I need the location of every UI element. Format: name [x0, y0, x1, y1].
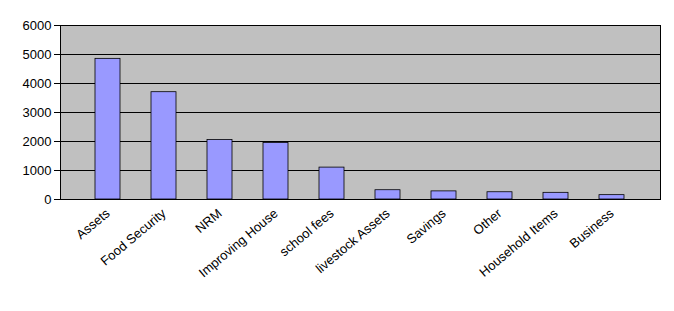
svg-text:6000: 6000: [23, 18, 52, 33]
svg-text:2000: 2000: [23, 134, 52, 149]
svg-text:5000: 5000: [23, 47, 52, 62]
svg-text:livestock Assets: livestock Assets: [313, 205, 393, 276]
svg-text:Food Security: Food Security: [98, 205, 169, 268]
svg-text:3000: 3000: [23, 105, 52, 120]
svg-text:1000: 1000: [23, 163, 52, 178]
svg-text:NRM: NRM: [192, 206, 224, 237]
svg-text:Savings: Savings: [404, 205, 449, 247]
svg-text:Improving House: Improving House: [196, 206, 281, 281]
svg-text:0: 0: [44, 192, 51, 207]
svg-text:Household Items: Household Items: [476, 205, 561, 280]
svg-text:Assets: Assets: [73, 205, 113, 242]
svg-text:Business: Business: [567, 205, 617, 251]
svg-text:4000: 4000: [23, 76, 52, 91]
svg-text:Other: Other: [470, 205, 505, 238]
svg-text:school fees: school fees: [276, 205, 337, 260]
